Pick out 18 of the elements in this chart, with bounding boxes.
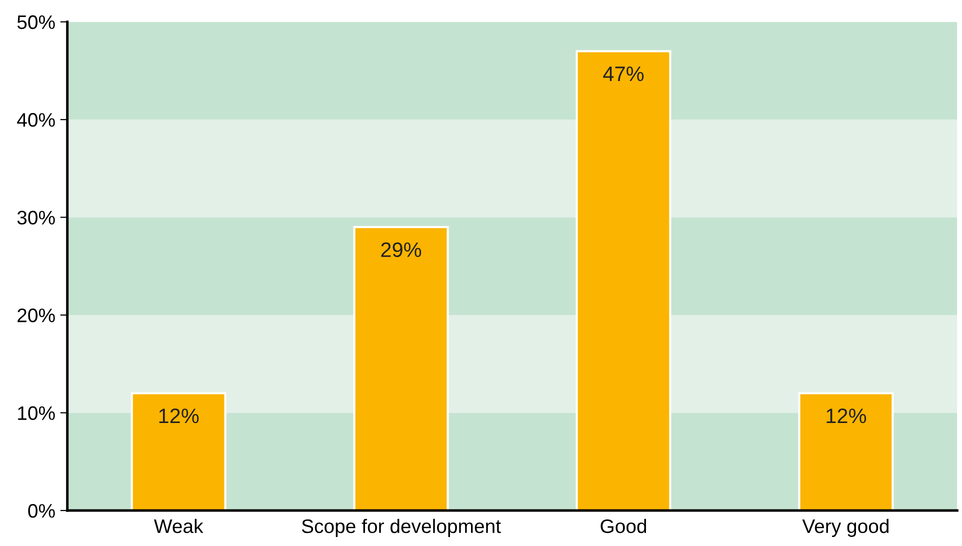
bar xyxy=(353,226,449,511)
x-tick-label: Very good xyxy=(802,518,888,537)
data-label: 12% xyxy=(826,408,866,424)
x-tick-label: Weak xyxy=(154,518,204,534)
y-tick-label: 40% xyxy=(17,113,55,127)
y-tick-label: 50% xyxy=(17,15,55,30)
data-label: 47% xyxy=(603,66,644,82)
y-tick-label: 30% xyxy=(17,210,55,225)
data-label: 12% xyxy=(159,408,199,424)
y-tick-label: 10% xyxy=(18,406,55,420)
data-label: 29% xyxy=(381,242,422,258)
bar xyxy=(798,392,894,511)
x-tick-label: Scope for development xyxy=(302,518,501,537)
bar xyxy=(576,50,672,511)
y-tick-label: 0% xyxy=(28,504,55,518)
y-tick-label: 20% xyxy=(18,308,55,322)
x-tick-label: Good xyxy=(600,518,646,534)
bar xyxy=(130,392,226,511)
